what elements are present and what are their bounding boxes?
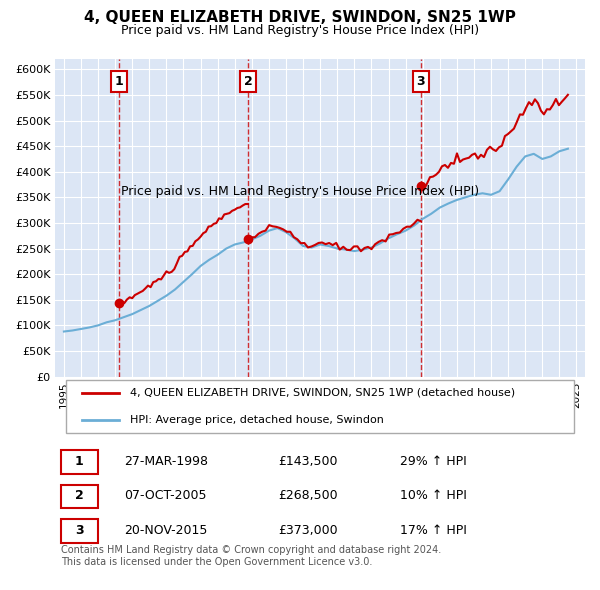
Text: 1: 1	[75, 455, 83, 468]
Text: 29% ↑ HPI: 29% ↑ HPI	[400, 455, 466, 468]
Text: 3: 3	[75, 524, 83, 537]
FancyBboxPatch shape	[61, 450, 98, 474]
Text: Contains HM Land Registry data © Crown copyright and database right 2024.
This d: Contains HM Land Registry data © Crown c…	[61, 545, 441, 566]
Text: 27-MAR-1998: 27-MAR-1998	[124, 455, 208, 468]
Text: 1: 1	[115, 75, 124, 88]
FancyBboxPatch shape	[66, 379, 574, 433]
Text: Price paid vs. HM Land Registry's House Price Index (HPI): Price paid vs. HM Land Registry's House …	[121, 24, 479, 37]
FancyBboxPatch shape	[61, 485, 98, 509]
Text: 2: 2	[75, 489, 83, 502]
Text: £373,000: £373,000	[278, 524, 337, 537]
Text: 20-NOV-2015: 20-NOV-2015	[124, 524, 208, 537]
Text: £143,500: £143,500	[278, 455, 337, 468]
Text: 10% ↑ HPI: 10% ↑ HPI	[400, 489, 467, 502]
Text: 3: 3	[416, 75, 425, 88]
Text: 07-OCT-2005: 07-OCT-2005	[124, 489, 207, 502]
Text: 4, QUEEN ELIZABETH DRIVE, SWINDON, SN25 1WP: 4, QUEEN ELIZABETH DRIVE, SWINDON, SN25 …	[84, 10, 516, 25]
Text: £268,500: £268,500	[278, 489, 337, 502]
Text: HPI: Average price, detached house, Swindon: HPI: Average price, detached house, Swin…	[130, 415, 383, 425]
Text: 4, QUEEN ELIZABETH DRIVE, SWINDON, SN25 1WP (detached house): 4, QUEEN ELIZABETH DRIVE, SWINDON, SN25 …	[130, 388, 515, 398]
Text: 2: 2	[244, 75, 252, 88]
Text: Price paid vs. HM Land Registry's House Price Index (HPI): Price paid vs. HM Land Registry's House …	[121, 185, 479, 198]
Text: 17% ↑ HPI: 17% ↑ HPI	[400, 524, 467, 537]
FancyBboxPatch shape	[61, 519, 98, 543]
